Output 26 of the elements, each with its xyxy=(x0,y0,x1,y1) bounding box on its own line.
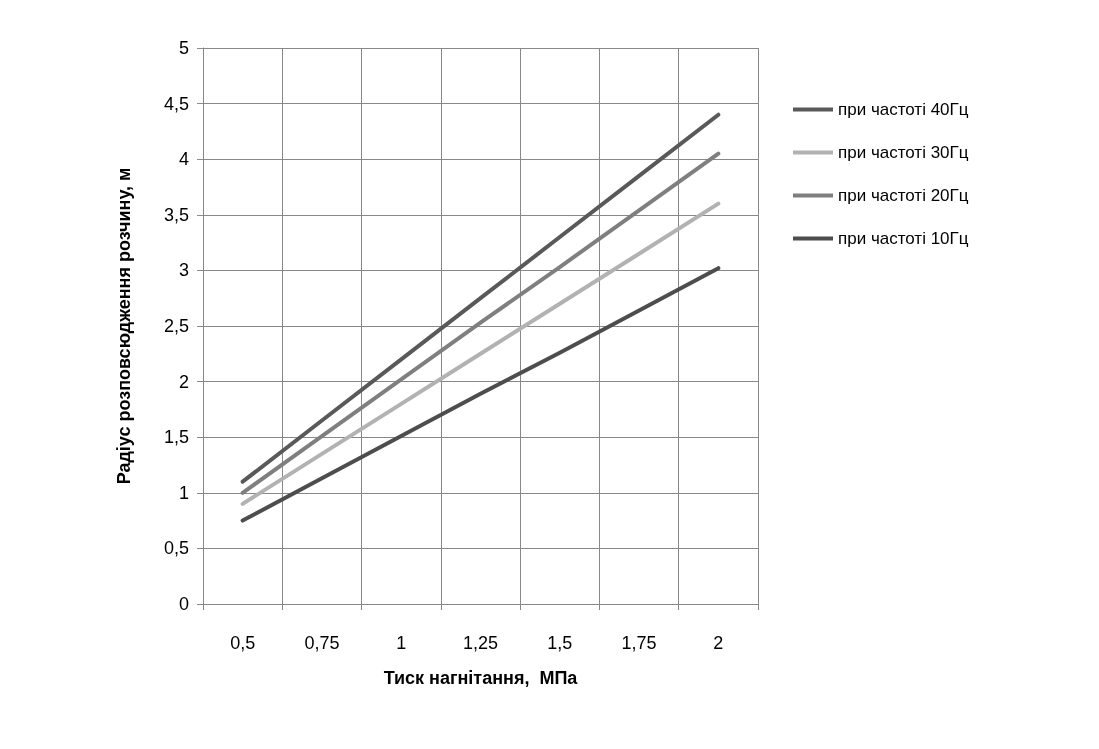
legend-label: при частоті 30Гц xyxy=(838,143,969,162)
x-tick-label: 2 xyxy=(713,633,724,653)
x-tick-label: 1,75 xyxy=(621,633,657,653)
y-tick-label: 1,5 xyxy=(163,427,189,448)
y-tick-label: 1 xyxy=(178,482,189,503)
y-axis-title: Радіус розповсюдження розчину, м xyxy=(114,167,134,485)
x-axis-title: Тиск нагнітання, МПа xyxy=(383,668,579,688)
legend-label: при частоті 20Гц xyxy=(838,186,969,205)
line-series xyxy=(240,201,721,506)
x-tick-label: 1 xyxy=(396,633,407,653)
legend-label: при частоті 40Гц xyxy=(838,100,969,119)
y-tick-label: 0 xyxy=(178,594,189,614)
y-tick-label: 4,5 xyxy=(163,93,189,114)
x-tick-label: 1,25 xyxy=(462,633,499,653)
x-tick-label: 0,5 xyxy=(230,633,256,653)
x-tick-label: 0,75 xyxy=(304,633,340,653)
y-tick-label: 3 xyxy=(178,260,189,281)
legend-label: при частоті 10Гц xyxy=(838,229,969,248)
y-tick-label: 0,5 xyxy=(163,538,189,559)
y-tick-label: 5 xyxy=(178,38,189,58)
y-tick-label: 4 xyxy=(178,149,189,170)
y-tick-label: 2 xyxy=(178,371,189,392)
line-series xyxy=(240,266,721,523)
y-tick-label: 2,5 xyxy=(163,316,189,336)
x-tick-label: 1,5 xyxy=(547,633,573,653)
y-tick-label: 3,5 xyxy=(163,204,189,225)
